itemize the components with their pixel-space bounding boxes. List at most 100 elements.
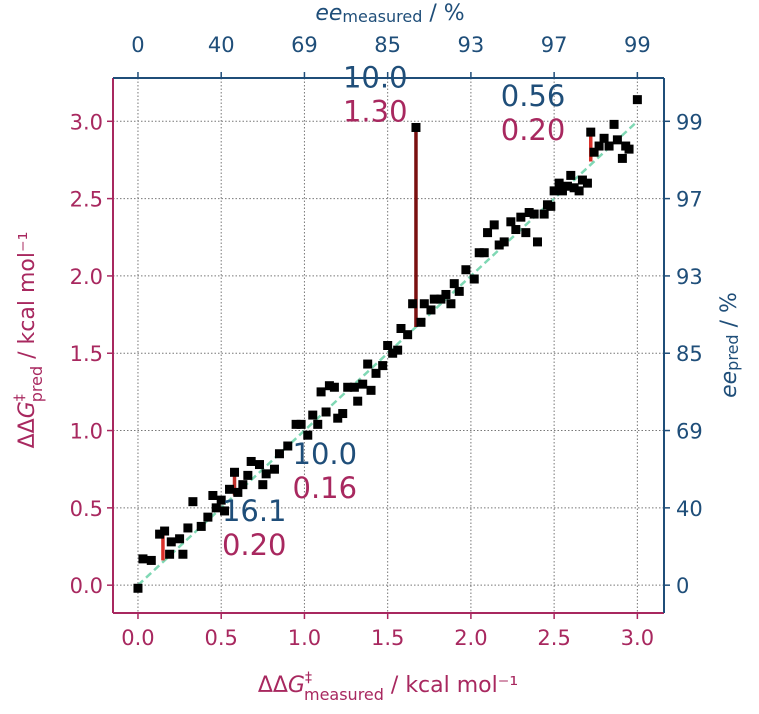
x2-tick-label: 40 — [208, 33, 235, 57]
point — [203, 512, 213, 522]
point — [363, 359, 373, 369]
point — [612, 135, 622, 145]
axis-label-part: / % — [422, 1, 464, 26]
point — [133, 583, 143, 593]
point — [343, 382, 353, 392]
point — [349, 382, 359, 392]
point — [371, 368, 381, 378]
y-tick-label: 0.0 — [70, 574, 103, 598]
point — [474, 248, 484, 258]
axis-label-part: / % — [717, 292, 742, 334]
point — [160, 526, 170, 536]
x-tick-label: 3.0 — [621, 626, 654, 650]
point — [211, 503, 221, 513]
point — [216, 495, 226, 505]
point — [582, 178, 592, 188]
point — [539, 209, 549, 219]
point — [138, 554, 148, 564]
x2-tick-label: 93 — [458, 33, 485, 57]
point — [416, 317, 426, 327]
point — [461, 265, 471, 275]
point — [441, 289, 451, 299]
y2-axis-label: eepred / % — [717, 292, 742, 398]
point — [175, 534, 185, 544]
point — [178, 549, 188, 559]
point — [454, 286, 464, 296]
point — [529, 209, 539, 219]
point — [208, 490, 218, 500]
x-tick-label: 1.5 — [371, 626, 404, 650]
point — [188, 497, 198, 507]
point — [155, 529, 165, 539]
point — [532, 237, 542, 247]
x2-tick-label: 97 — [541, 33, 568, 57]
point — [483, 228, 493, 238]
x-axis-label: ΔΔG‡ measured / kcal mol⁻¹ — [258, 670, 518, 704]
point — [449, 279, 459, 289]
point — [586, 127, 596, 137]
point — [238, 480, 248, 490]
point — [549, 186, 559, 196]
annotation-ddg: 0.20 — [222, 528, 287, 562]
point — [303, 430, 313, 440]
point — [489, 220, 499, 230]
y2-tick-label: 97 — [676, 188, 703, 212]
axis-label-part: ‡ — [12, 394, 28, 401]
point — [499, 237, 509, 247]
point — [411, 122, 421, 132]
point — [291, 419, 301, 429]
point — [446, 299, 456, 309]
point — [269, 464, 279, 474]
annotation-ddg: 0.16 — [293, 471, 358, 505]
y-tick-label: 0.5 — [70, 497, 103, 521]
point — [358, 379, 368, 389]
point — [609, 119, 619, 129]
y-tick-label: 1.5 — [70, 342, 103, 366]
point — [419, 299, 429, 309]
point — [316, 387, 326, 397]
point — [274, 449, 284, 459]
annotation-ee: 10.0 — [293, 437, 358, 471]
x2-tick-label: 69 — [291, 33, 318, 57]
x-tick-label: 2.5 — [537, 626, 570, 650]
point — [321, 407, 331, 417]
axis-label-part: G — [288, 673, 305, 698]
y-tick-label: 2.5 — [70, 188, 103, 212]
axis-label-part: ΔΔ — [258, 673, 288, 698]
point — [632, 95, 642, 105]
x2-tick-label: 85 — [374, 33, 401, 57]
point — [338, 409, 348, 419]
point — [554, 178, 564, 188]
annotation-ddg: 1.30 — [343, 94, 408, 128]
point — [426, 305, 436, 315]
point — [283, 441, 293, 451]
y-tick-label: 1.0 — [70, 420, 103, 444]
y2-tick-label: 0 — [676, 574, 689, 598]
point — [324, 381, 334, 391]
x-tick-label: 1.0 — [288, 626, 321, 650]
axis-label-part: ΔΔ — [15, 418, 40, 448]
point — [220, 506, 230, 516]
point — [183, 523, 193, 533]
y-tick-label: 3.0 — [70, 110, 103, 134]
point — [296, 419, 306, 429]
x2-axis-label: eemeasured / % — [315, 1, 464, 26]
axis-label-part: measured — [304, 685, 384, 704]
annotation-ddg: 0.20 — [501, 113, 566, 147]
annotation-ee: 10.0 — [343, 60, 408, 94]
point — [429, 294, 439, 304]
x2-tick-label: 99 — [624, 33, 651, 57]
annotation-ee: 16.1 — [222, 494, 287, 528]
point — [521, 228, 531, 238]
point — [378, 361, 388, 371]
point — [396, 323, 406, 333]
point — [436, 294, 446, 304]
point — [516, 212, 526, 222]
axis-label-part: measured — [342, 7, 422, 26]
point — [479, 248, 489, 258]
point — [196, 521, 206, 531]
point — [313, 419, 323, 429]
point — [308, 410, 318, 420]
